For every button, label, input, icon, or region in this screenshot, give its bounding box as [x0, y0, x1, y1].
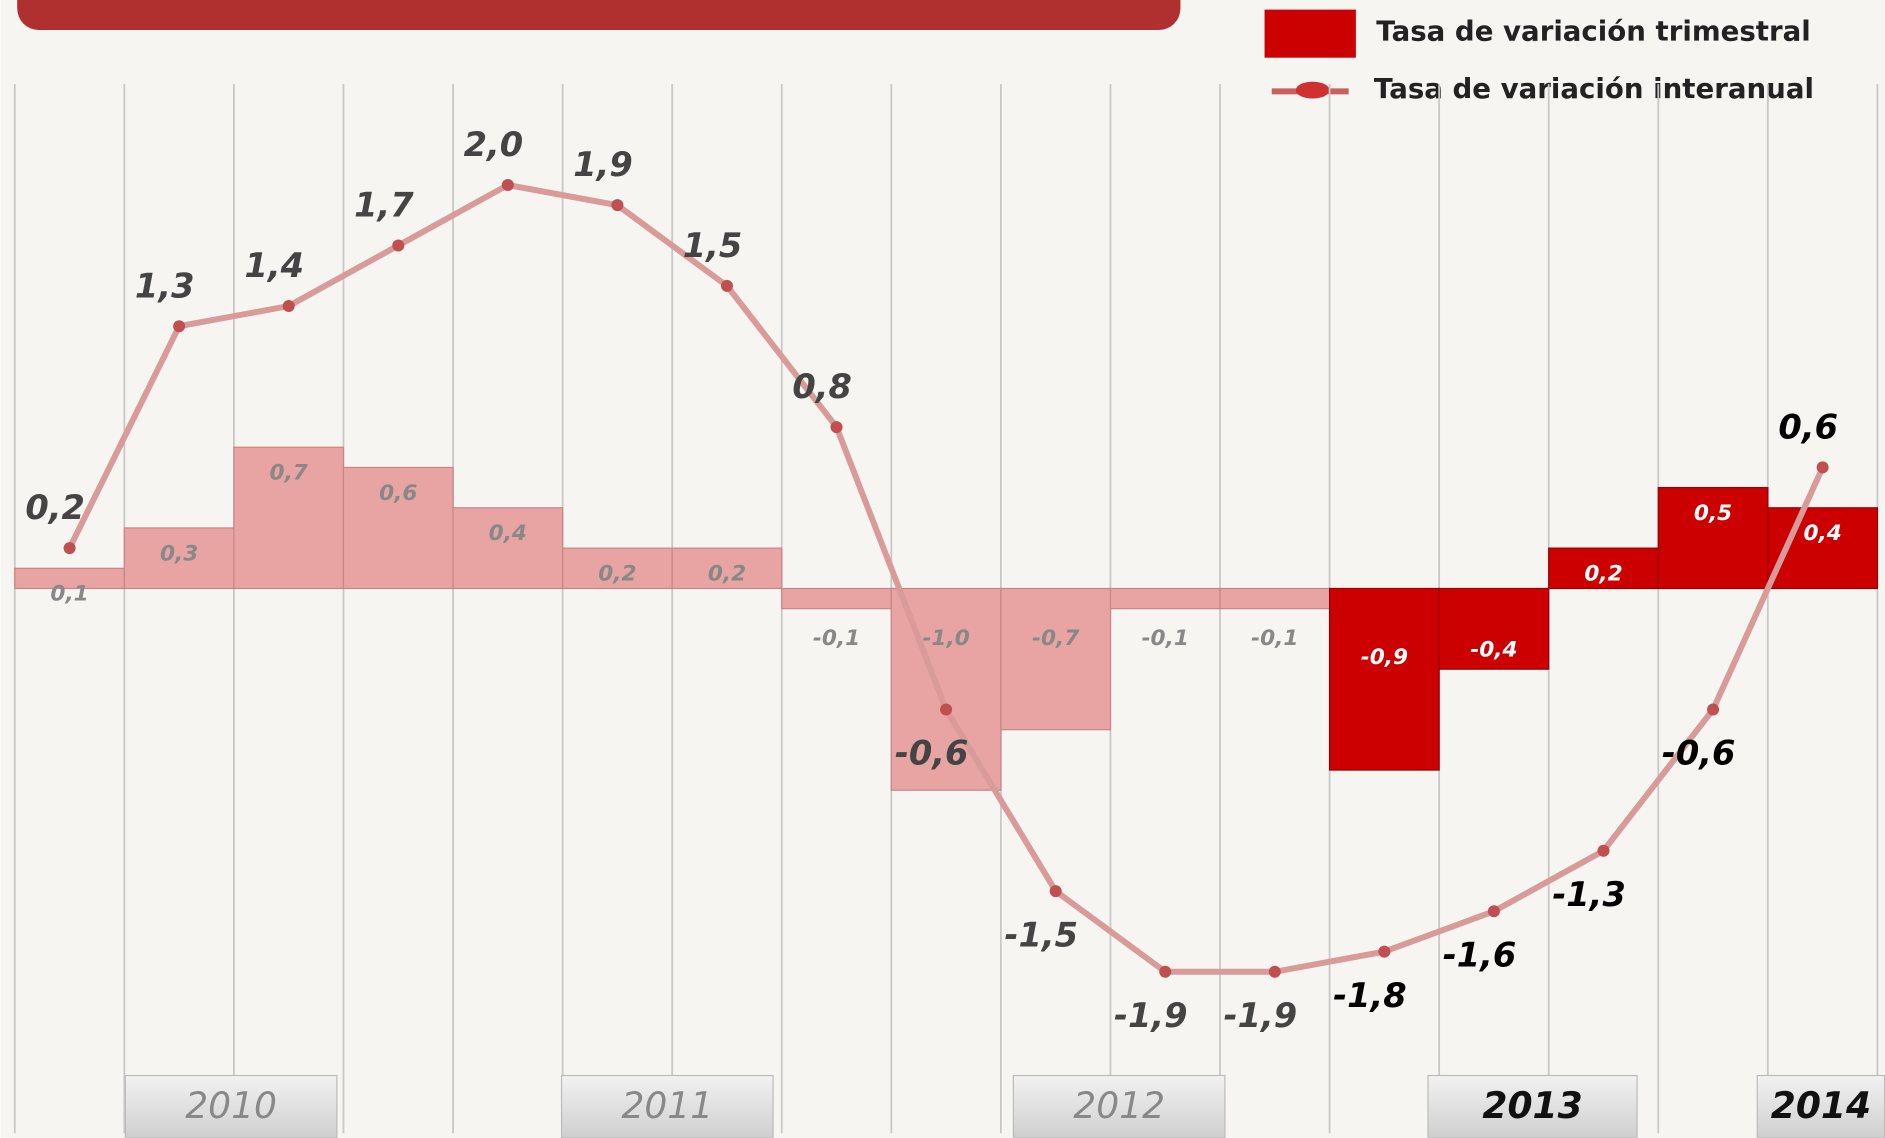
plot-area: 2010 2011 2012 2013 2014 0,1 0,3 0,7 0,6 0,4 0,2 0,…: [13, 84, 1885, 1138]
line-value-label: -1,8: [1333, 976, 1407, 1015]
line-value-label: -0,6: [895, 734, 969, 773]
line-marker: [1816, 461, 1829, 474]
bar: [123, 527, 235, 590]
line-value-label: -0,6: [1662, 734, 1736, 773]
line-marker: [63, 542, 76, 555]
line-marker: [1597, 844, 1610, 857]
year-label: 2011: [621, 1085, 713, 1127]
legend-label: Tasa de variación interanual: [1374, 72, 1814, 105]
line-value-label: -1,9: [1114, 996, 1188, 1035]
year-box: [1756, 1074, 1885, 1138]
year-label: 2010: [185, 1085, 277, 1127]
year-label: 2012: [1073, 1085, 1165, 1127]
bar-value-label: 0,2: [1584, 562, 1622, 587]
line-marker: [611, 199, 624, 212]
line-value-label: 1,3: [135, 266, 195, 305]
line-value-label: 1,4: [245, 246, 305, 285]
bar: [1657, 487, 1769, 590]
line-value-label: -1,6: [1443, 935, 1517, 974]
line-marker: [1268, 965, 1281, 978]
bar-value-label: -0,4: [1470, 637, 1517, 662]
line-value-label: 0,6: [1778, 407, 1838, 446]
bar-value-label: 0,4: [489, 521, 527, 546]
bar: [562, 547, 673, 590]
bar-value-label: 0,2: [708, 562, 746, 587]
bar-value-label: -0,1: [813, 626, 860, 651]
line-value-label: 1,7: [354, 186, 414, 225]
bar-value-label: -0,7: [1032, 626, 1079, 651]
bar-value-label: -1,0: [922, 626, 969, 651]
bar: [1109, 587, 1221, 610]
bar-value-label: 0,4: [1803, 521, 1841, 546]
bar: [1328, 587, 1440, 771]
line-value-label: 2,0: [464, 125, 524, 164]
line-marker: [1487, 905, 1500, 918]
year-box: [1012, 1074, 1226, 1138]
year-box: [124, 1074, 338, 1138]
bar-value-label: -0,1: [1142, 626, 1189, 651]
line-marker: [1378, 945, 1391, 958]
bar-value-label: 0,5: [1694, 501, 1732, 526]
line-value-label: 0,8: [792, 367, 852, 406]
line-value-label: -1,9: [1224, 996, 1298, 1035]
legend-swatch-bar: [1264, 9, 1356, 58]
bar: [1548, 547, 1659, 590]
line-marker: [282, 300, 295, 313]
legend-marker: [1295, 81, 1330, 99]
line-marker: [830, 421, 843, 434]
bar: [781, 587, 892, 610]
line-marker: [720, 279, 733, 292]
line-value-label: -1,3: [1552, 875, 1626, 914]
year-box: [1427, 1074, 1638, 1138]
line-marker: [1707, 703, 1720, 716]
bar-value-label: 0,2: [598, 562, 636, 587]
year-label: 2014: [1771, 1085, 1871, 1127]
line-value-label: 1,9: [573, 145, 633, 184]
line-value-label: -1,5: [1004, 915, 1078, 954]
bar: [342, 466, 454, 590]
bar-value-label: -0,1: [1251, 626, 1298, 651]
bar: [1000, 587, 1112, 731]
year-label: 2013: [1482, 1085, 1582, 1127]
line-marker: [392, 239, 405, 252]
line-marker: [940, 703, 953, 716]
bar-value-label: 0,7: [270, 461, 308, 486]
line-value-label: 0,2: [25, 488, 85, 527]
bar-value-label: 0,1: [50, 582, 88, 607]
bar: [1438, 587, 1550, 670]
line-marker: [173, 320, 186, 333]
title-banner: [17, 0, 1181, 31]
bar: [452, 507, 564, 590]
bar-value-label: 0,6: [379, 481, 417, 506]
bar: [1219, 587, 1331, 610]
line-marker: [1159, 965, 1172, 978]
bar-value-label: 0,3: [160, 541, 198, 566]
line-marker: [1049, 885, 1062, 898]
line-value-label: 1,5: [683, 226, 743, 265]
line-marker: [501, 178, 514, 191]
bar-value-label: -0,9: [1361, 645, 1408, 670]
bar: [671, 547, 783, 590]
year-box: [560, 1074, 774, 1138]
legend-label: Tasa de variación trimestral: [1376, 14, 1810, 47]
